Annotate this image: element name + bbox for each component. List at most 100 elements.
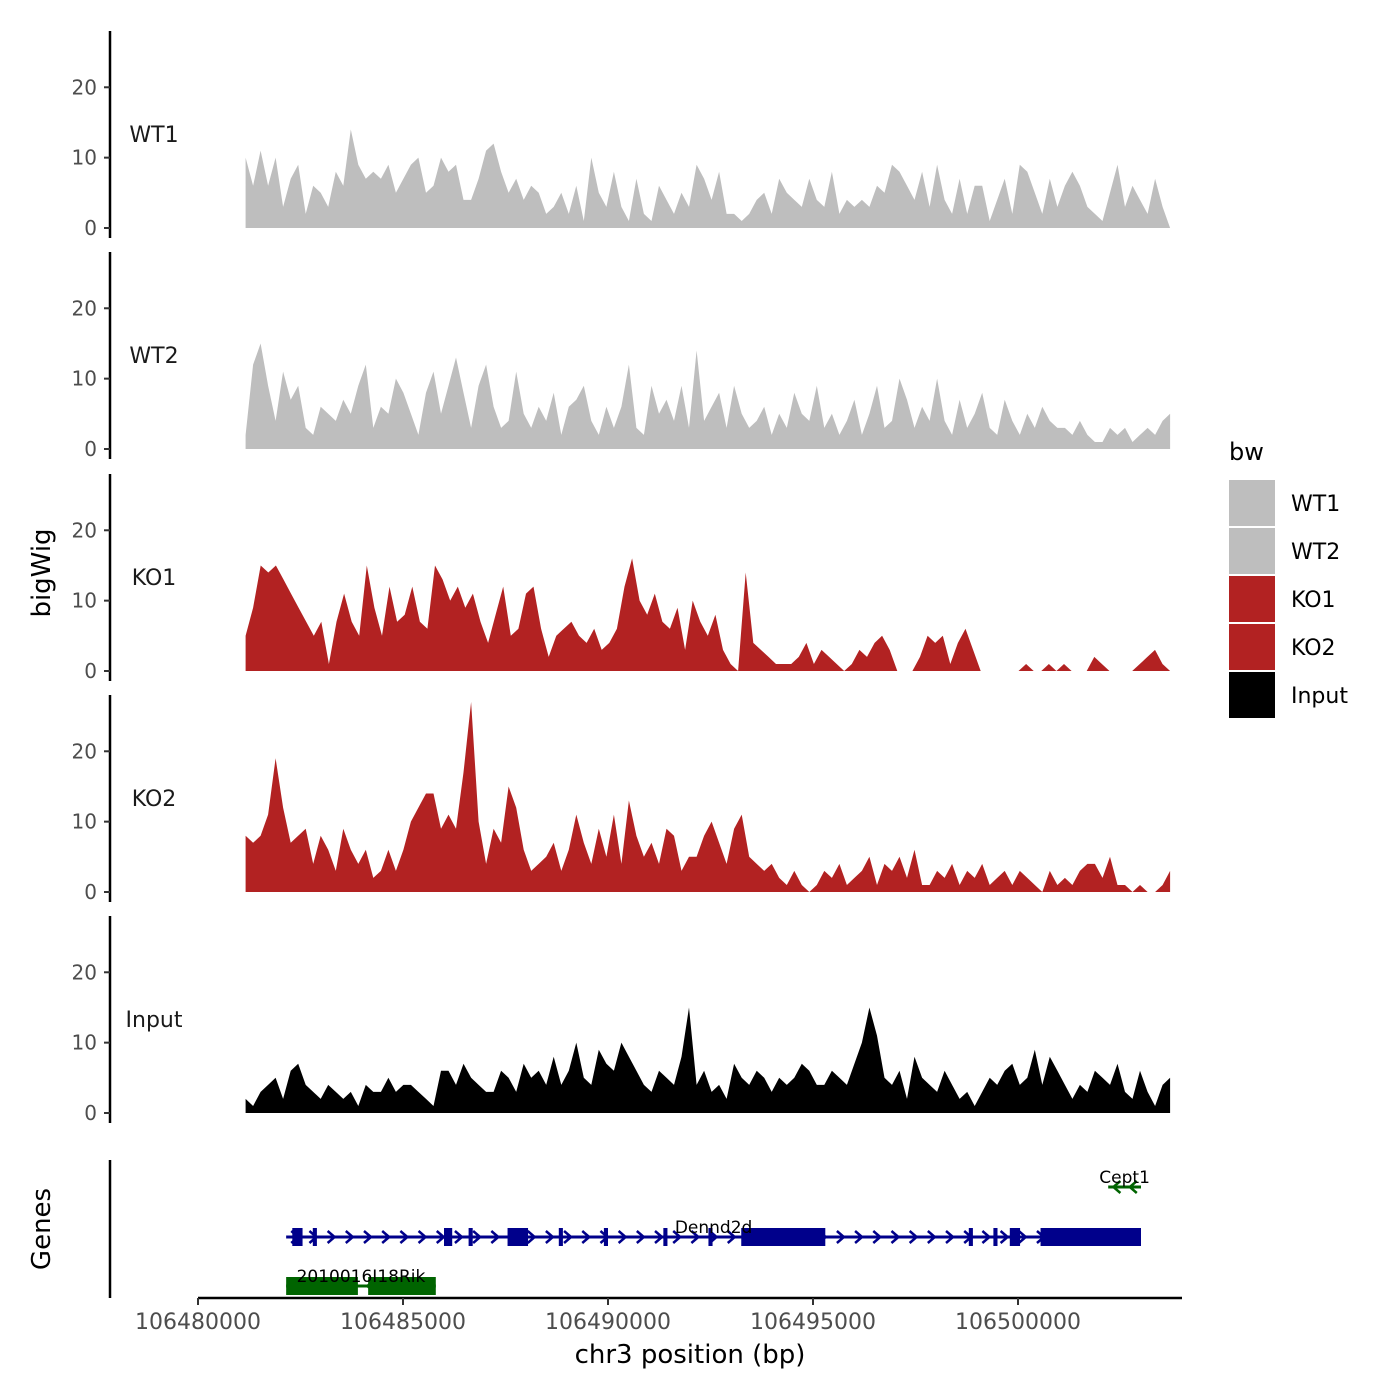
strand-arrow: [690, 1230, 701, 1244]
genes-panel: Cept1 Dennd2d 2010016I18Rik: [108, 1160, 1150, 1298]
strand-arrow: [999, 1230, 1010, 1244]
track-label: Input: [126, 1008, 183, 1033]
strand-arrow: [1127, 1180, 1138, 1194]
coverage-panels: 0 10 20 WT1 0 10 20 WT2 0 10 20 KO1 0 10 20 KO2 0 10 20 Inp…: [72, 31, 1171, 1125]
strand-arrow: [654, 1230, 664, 1244]
y-tick-label: 10: [72, 810, 97, 834]
legend-swatch: [1229, 528, 1275, 574]
legend-title: bw: [1229, 438, 1264, 466]
exon: [312, 1228, 317, 1246]
exon: [558, 1228, 563, 1246]
x-tick-label: 106490000: [545, 1310, 671, 1335]
legend-swatch: [1229, 480, 1275, 526]
strand-arrow: [381, 1230, 392, 1244]
strand-arrow: [399, 1230, 410, 1244]
y-tick-label: 20: [72, 960, 97, 984]
strand-arrow: [581, 1230, 592, 1244]
exon: [1040, 1228, 1141, 1246]
y-tick-label: 0: [84, 437, 97, 461]
legend-swatch: [1229, 672, 1275, 718]
track-label: KO1: [132, 566, 177, 591]
gene-2010016i18rik: 2010016I18Rik: [286, 1267, 436, 1295]
legend-label: WT1: [1291, 492, 1340, 517]
strand-arrow: [636, 1230, 646, 1244]
strand-arrow: [726, 1230, 737, 1244]
y-tick-label: 20: [72, 75, 97, 99]
exon: [603, 1228, 608, 1246]
exon: [1009, 1228, 1021, 1246]
y-tick-label: 0: [84, 880, 97, 904]
legend-swatch: [1229, 576, 1275, 622]
track-ko2: 0 10 20 KO2: [72, 695, 1171, 904]
strand-arrow: [617, 1230, 628, 1244]
y-tick-label: 0: [84, 659, 97, 683]
exon: [444, 1228, 453, 1246]
exon: [993, 1228, 998, 1246]
coverage-area: [245, 558, 1171, 671]
strand-arrow: [945, 1230, 955, 1244]
strand-arrow: [435, 1230, 446, 1244]
strand-arrow: [981, 1230, 992, 1244]
exon: [708, 1228, 713, 1246]
legend-label: KO1: [1291, 588, 1336, 613]
track-label: KO2: [132, 787, 177, 812]
track-wt2: 0 10 20 WT2: [72, 252, 1171, 461]
legend-swatch: [1229, 624, 1275, 670]
strand-arrow: [526, 1230, 537, 1244]
gene-label: Cept1: [1099, 1168, 1150, 1188]
x-axis-title: chr3 position (bp): [575, 1340, 806, 1370]
x-tick-label: 106495000: [750, 1310, 876, 1335]
legend-label: Input: [1291, 684, 1348, 709]
strand-arrow: [836, 1230, 846, 1244]
strand-arrow: [454, 1230, 464, 1244]
strand-arrow: [363, 1230, 373, 1244]
track-label: WT2: [129, 344, 178, 369]
strand-arrow: [908, 1230, 919, 1244]
strand-arrow: [1017, 1230, 1028, 1244]
coverage-area: [245, 129, 1171, 228]
legend-label: KO2: [1291, 636, 1336, 661]
exon: [368, 1277, 436, 1295]
exon: [663, 1228, 668, 1246]
genes-axis-title: Genes: [27, 1188, 57, 1270]
exon: [292, 1228, 303, 1246]
strand-arrow: [563, 1230, 573, 1244]
gene-label: Dennd2d: [675, 1218, 753, 1238]
coverage-area: [245, 343, 1171, 449]
track-ko1: 0 10 20 KO1: [72, 474, 1171, 683]
legend: bw WT1 WT2 KO1 KO2 Input: [1229, 438, 1348, 718]
coverage-area: [245, 1007, 1171, 1113]
y-tick-label: 20: [72, 739, 97, 763]
gene-label: 2010016I18Rik: [297, 1267, 426, 1287]
y-tick-label: 10: [72, 367, 97, 391]
y-tick-label: 20: [72, 518, 97, 542]
strand-arrow: [872, 1230, 883, 1244]
gene-cept1: Cept1: [1099, 1168, 1150, 1194]
strand-arrow: [545, 1230, 555, 1244]
coverage-area: [245, 702, 1171, 892]
strand-arrow: [490, 1230, 501, 1244]
strand-arrow: [1111, 1180, 1122, 1194]
exon: [468, 1228, 473, 1246]
strand-arrow: [326, 1230, 337, 1244]
y-tick-label: 10: [72, 146, 97, 170]
x-tick-label: 106480000: [135, 1310, 261, 1335]
x-axis: 106480000 106485000 106490000 106495000 1065…: [135, 1296, 1182, 1335]
exon: [507, 1228, 529, 1246]
gene-dennd2d: Dennd2d: [286, 1218, 1141, 1246]
y-tick-label: 20: [72, 296, 97, 320]
track-wt1: 0 10 20 WT1: [72, 31, 1171, 240]
strand-arrow: [417, 1230, 428, 1244]
exon: [968, 1228, 973, 1246]
y-tick-label: 0: [84, 1101, 97, 1125]
strand-arrow: [472, 1230, 483, 1244]
strand-arrow: [854, 1230, 865, 1244]
x-tick-label: 106485000: [340, 1310, 466, 1335]
y-axis-title: bigWig: [27, 528, 57, 617]
strand-arrow: [927, 1230, 937, 1244]
y-tick-label: 0: [84, 216, 97, 240]
y-tick-label: 10: [72, 1031, 97, 1055]
exon: [286, 1277, 358, 1295]
x-tick-label: 106500000: [955, 1310, 1081, 1335]
